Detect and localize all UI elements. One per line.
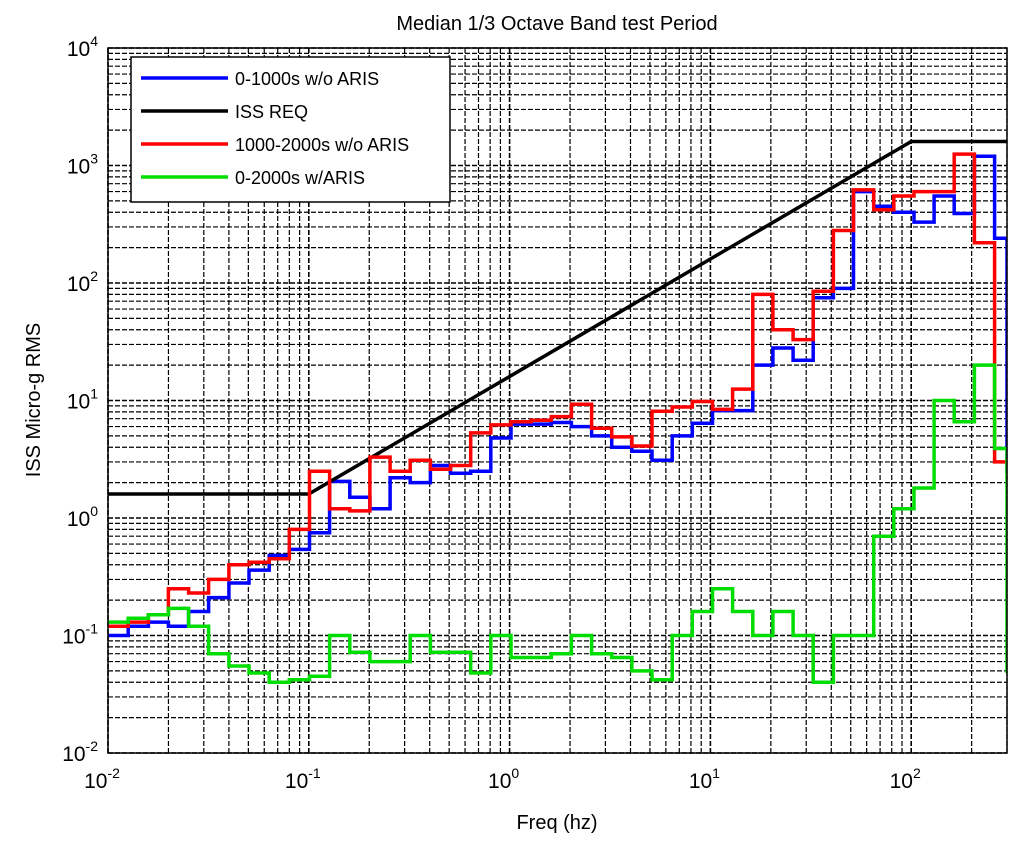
y-tick-base: 10 [67, 38, 90, 61]
y-tick-label: 100 [67, 503, 98, 531]
x-tick-base: 10 [890, 770, 913, 793]
y-tick-label: 101 [67, 386, 98, 414]
series-line-2 [108, 152, 1007, 628]
x-tick-base: 10 [84, 770, 107, 793]
y-tick-label: 10-2 [62, 738, 98, 766]
y-tick-exponent: 3 [90, 151, 98, 167]
x-tick-exponent: 0 [511, 765, 519, 781]
plot-frame [107, 47, 1008, 754]
y-tick-label: 103 [67, 151, 98, 179]
legend-label-3: 0-2000s w/ARIS [235, 168, 365, 188]
y-tick-exponent: -1 [86, 621, 99, 637]
x-tick-label: 10-2 [84, 765, 120, 793]
y-tick-exponent: 4 [90, 33, 98, 49]
y-tick-label: 102 [67, 268, 98, 296]
series-layer [108, 139, 1007, 685]
x-tick-exponent: 1 [712, 765, 720, 781]
y-tick-base: 10 [67, 156, 90, 179]
x-tick-base: 10 [488, 770, 511, 793]
series-line-3 [108, 363, 1007, 685]
x-tick-label: 100 [488, 765, 519, 793]
y-tick-label: 104 [67, 33, 98, 61]
y-tick-base: 10 [62, 743, 85, 766]
x-tick-exponent: -2 [107, 765, 120, 781]
x-tick-base: 10 [285, 770, 308, 793]
x-axis-label: Freq (hz) [516, 812, 597, 834]
legend-label-2: 1000-2000s w/o ARIS [235, 135, 409, 155]
y-axis-label: ISS Micro-g RMS [23, 323, 45, 477]
y-tick-exponent: 2 [90, 268, 98, 284]
x-tick-exponent: 2 [913, 765, 921, 781]
legend: 0-1000s w/o ARIS ISS REQ 1000-2000s w/o AR… [130, 56, 451, 203]
x-tick-label: 101 [689, 765, 720, 793]
y-tick-label: 10-1 [62, 621, 98, 649]
y-tick-exponent: 1 [90, 386, 98, 402]
y-tick-base: 10 [67, 273, 90, 296]
legend-label-0: 0-1000s w/o ARIS [235, 69, 379, 89]
legend-label-1: ISS REQ [235, 102, 308, 122]
x-tick-label: 10-1 [285, 765, 321, 793]
x-tick-exponent: -1 [308, 765, 321, 781]
series-line-1 [108, 139, 1007, 496]
y-tick-base: 10 [62, 626, 85, 649]
y-tick-exponent: 0 [90, 503, 98, 519]
x-tick-base: 10 [689, 770, 712, 793]
y-tick-base: 10 [67, 508, 90, 531]
x-tick-label: 102 [890, 765, 921, 793]
chart-title: Median 1/3 Octave Band test Period [396, 13, 717, 35]
y-tick-exponent: -2 [86, 738, 99, 754]
y-tick-base: 10 [67, 391, 90, 414]
